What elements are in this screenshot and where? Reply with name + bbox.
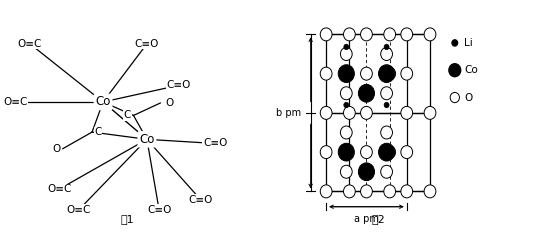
- Circle shape: [361, 185, 372, 198]
- Circle shape: [378, 65, 394, 83]
- Circle shape: [340, 165, 352, 178]
- Circle shape: [361, 67, 372, 80]
- Text: Li: Li: [464, 38, 473, 48]
- Circle shape: [338, 65, 355, 83]
- Text: C≡O: C≡O: [188, 194, 213, 205]
- Circle shape: [338, 143, 355, 161]
- Text: O: O: [165, 98, 173, 108]
- Text: C≡O: C≡O: [166, 80, 191, 90]
- Circle shape: [449, 64, 461, 77]
- Circle shape: [343, 28, 355, 41]
- Circle shape: [424, 106, 436, 119]
- Circle shape: [384, 102, 389, 108]
- Text: O≡C: O≡C: [18, 39, 42, 49]
- Circle shape: [320, 106, 332, 119]
- Circle shape: [358, 163, 375, 181]
- Circle shape: [401, 106, 413, 119]
- Text: C: C: [95, 127, 102, 137]
- Text: O: O: [464, 93, 473, 102]
- Circle shape: [381, 126, 392, 139]
- Circle shape: [381, 165, 392, 178]
- Text: C≡O: C≡O: [135, 39, 159, 49]
- Circle shape: [358, 84, 375, 102]
- Circle shape: [340, 126, 352, 139]
- Text: C≡O: C≡O: [203, 139, 227, 148]
- Text: O≡C: O≡C: [47, 184, 71, 194]
- Circle shape: [343, 106, 355, 119]
- Circle shape: [340, 47, 352, 60]
- Circle shape: [424, 185, 436, 198]
- Circle shape: [381, 47, 392, 60]
- Circle shape: [401, 67, 413, 80]
- Circle shape: [384, 146, 396, 159]
- Circle shape: [344, 44, 349, 50]
- Circle shape: [384, 185, 396, 198]
- Circle shape: [378, 143, 394, 161]
- Circle shape: [361, 106, 372, 119]
- Circle shape: [344, 102, 349, 108]
- Text: C≡O: C≡O: [147, 205, 171, 215]
- Text: Co: Co: [139, 133, 155, 146]
- Circle shape: [401, 185, 413, 198]
- Circle shape: [320, 67, 332, 80]
- Circle shape: [320, 28, 332, 41]
- Text: a pm: a pm: [354, 214, 379, 223]
- Text: b pm: b pm: [276, 108, 301, 118]
- Circle shape: [361, 146, 372, 159]
- Circle shape: [361, 28, 372, 41]
- Circle shape: [401, 28, 413, 41]
- Circle shape: [384, 28, 396, 41]
- Text: Co: Co: [464, 65, 478, 75]
- Text: O: O: [52, 144, 60, 154]
- Circle shape: [320, 146, 332, 159]
- Text: O≡C: O≡C: [66, 205, 91, 215]
- Text: 图2: 图2: [371, 214, 385, 223]
- Circle shape: [401, 146, 413, 159]
- Circle shape: [452, 40, 458, 46]
- Circle shape: [320, 185, 332, 198]
- Circle shape: [340, 87, 352, 100]
- Circle shape: [384, 44, 389, 50]
- Circle shape: [343, 185, 355, 198]
- Text: 图1: 图1: [121, 215, 134, 224]
- Text: Co: Co: [95, 95, 111, 109]
- Circle shape: [450, 93, 459, 103]
- Circle shape: [424, 28, 436, 41]
- Circle shape: [384, 67, 396, 80]
- Text: C: C: [124, 110, 131, 120]
- Text: O≡C: O≡C: [3, 97, 28, 107]
- Circle shape: [381, 87, 392, 100]
